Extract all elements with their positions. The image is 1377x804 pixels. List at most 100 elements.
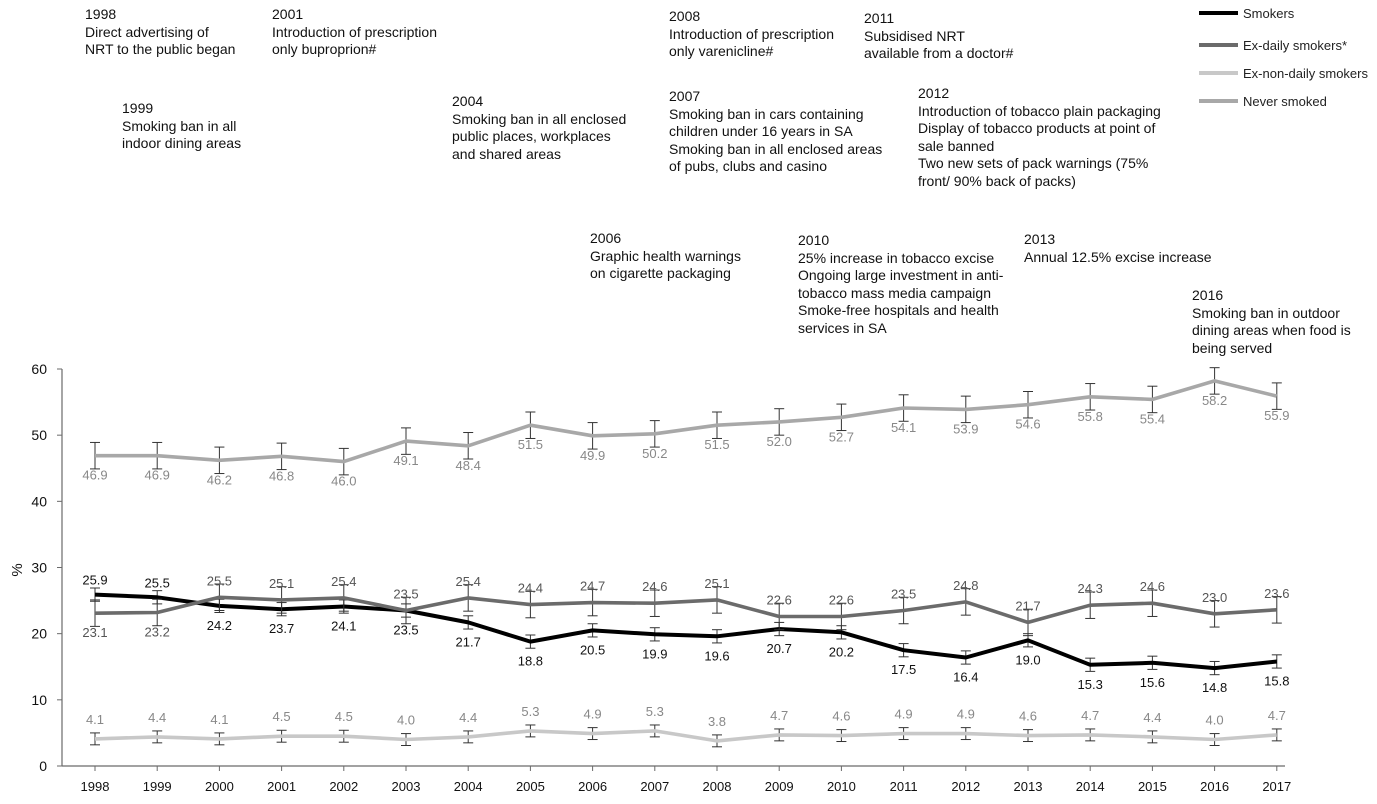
data-label: 3.8 (708, 714, 726, 729)
data-label: 4.1 (86, 712, 104, 727)
data-label: 23.6 (1264, 586, 1289, 601)
data-label: 54.1 (891, 420, 916, 435)
x-tick-label: 2006 (578, 779, 607, 794)
annotation-line: public places, workplaces (452, 128, 611, 144)
data-label: 52.0 (767, 434, 792, 449)
data-label: 48.4 (456, 458, 481, 473)
data-label: 55.8 (1078, 409, 1103, 424)
data-label: 24.6 (1140, 579, 1165, 594)
annotation-line: Smoking ban in outdoor (1192, 304, 1340, 321)
data-label: 16.4 (953, 669, 978, 684)
annotation-2006: 2006 Graphic health warnings on cigarette … (590, 230, 741, 283)
data-label: 4.1 (210, 712, 228, 727)
annotation-line: indoor dining areas (122, 135, 242, 151)
data-label: 25.5 (207, 573, 232, 588)
data-label: 23.1 (82, 625, 107, 640)
x-tick-label: 1998 (81, 779, 110, 794)
data-label: 46.2 (207, 472, 232, 487)
data-label: 50.2 (642, 446, 667, 461)
data-label: 58.2 (1202, 393, 1227, 408)
data-label: 22.6 (767, 592, 792, 607)
data-label: 25.4 (331, 574, 356, 589)
annotation-line: only varenicline# (669, 43, 774, 59)
data-label: 4.7 (770, 708, 788, 723)
annotation-year: 2010 (798, 232, 830, 248)
data-label: 24.1 (331, 619, 356, 634)
annotation-line: on cigarette packaging (590, 265, 731, 281)
data-label: 24.3 (1078, 581, 1103, 596)
annotation-year: 2016 (1192, 287, 1224, 303)
data-label: 23.5 (393, 623, 418, 638)
data-label: 4.4 (459, 710, 477, 725)
y-tick-label: 30 (31, 560, 47, 576)
annotation-2004: 2004 Smoking ban in all enclosed public pl… (452, 93, 626, 163)
x-tick-label: 2010 (827, 779, 856, 794)
data-label: 25.5 (145, 575, 170, 590)
data-label: 24.4 (518, 581, 543, 596)
annotation-2001: 2001 Introduction of prescription only bup… (272, 6, 437, 59)
data-label: 51.5 (704, 437, 729, 452)
data-label: 54.6 (1015, 417, 1040, 432)
annotation-line: Direct advertising of (85, 23, 209, 40)
data-label: 20.2 (829, 644, 854, 659)
data-label: 19.9 (642, 646, 667, 661)
annotation-line: 25% increase in tobacco excise (798, 249, 995, 266)
data-label: 21.7 (1015, 598, 1040, 613)
x-tick-label: 2007 (640, 779, 669, 794)
y-tick-label: 0 (39, 758, 47, 774)
annotation-year: 2013 (1024, 231, 1056, 247)
x-tick-label: 2014 (1076, 779, 1105, 794)
annotation-year: 2006 (590, 230, 622, 246)
annotation-year: 2008 (669, 8, 701, 24)
annotation-line: sale banned (918, 137, 995, 154)
annotation-line: children under 16 years in SA (669, 123, 853, 139)
x-tick-label: 2009 (765, 779, 794, 794)
y-tick-label: 40 (31, 493, 47, 509)
data-label: 4.7 (1268, 708, 1286, 723)
data-label: 5.3 (646, 704, 664, 719)
data-label: 17.5 (891, 662, 916, 677)
annotation-line: Display of tobacco products at point of (918, 120, 1156, 136)
legend-label: Ex-non-daily smokers (1243, 66, 1368, 81)
x-tick-label: 2016 (1200, 779, 1229, 794)
data-label: 18.8 (518, 654, 543, 669)
legend-label: Never smoked (1243, 94, 1327, 109)
data-label: 4.5 (273, 709, 291, 724)
annotation-line: Smoking ban in all (122, 117, 237, 134)
annotation-1998: 1998 Direct advertising of NRT to the publ… (85, 6, 235, 59)
annotation-2007: 2007 Smoking ban in cars containing childr… (669, 88, 882, 176)
data-label: 4.6 (832, 709, 850, 724)
annotation-year: 2001 (272, 6, 304, 22)
x-tick-label: 2003 (392, 779, 421, 794)
data-label: 22.6 (829, 592, 854, 607)
annotation-year: 1998 (85, 6, 117, 22)
annotation-line: Subsidised NRT (864, 27, 965, 44)
annotation-2012: 2012 Introduction of tobacco plain packag… (918, 85, 1161, 190)
series-line (95, 379, 1278, 464)
data-label: 24.2 (207, 618, 232, 633)
annotation-line: Smoking ban in all enclosed areas (669, 140, 883, 157)
data-label: 15.6 (1140, 675, 1165, 690)
annotation-2016: 2016 Smoking ban in outdoor dining areas w… (1192, 287, 1351, 357)
data-label: 4.0 (1206, 713, 1224, 728)
data-label: 24.6 (642, 579, 667, 594)
data-label: 53.9 (953, 421, 978, 436)
y-tick-label: 50 (31, 427, 47, 443)
series-line (94, 595, 1277, 625)
annotation-line: Two new sets of pack warnings (75% (918, 155, 1149, 171)
data-label: 46.0 (331, 474, 356, 489)
y-axis-title: % (9, 563, 26, 576)
y-tick-label: 10 (31, 692, 47, 708)
annotation-line: Introduction of prescription (272, 23, 437, 40)
data-label: 25.9 (82, 573, 107, 588)
data-label: 46.9 (145, 468, 170, 483)
data-label: 4.6 (1019, 709, 1037, 724)
annotation-1999: 1999 Smoking ban in all indoor dining area… (122, 100, 241, 153)
x-tick-label: 2005 (516, 779, 545, 794)
annotation-line: Smoking ban in all enclosed (452, 110, 627, 127)
data-label: 51.5 (518, 437, 543, 452)
data-label: 23.0 (1202, 590, 1227, 605)
data-label: 46.8 (269, 468, 294, 483)
